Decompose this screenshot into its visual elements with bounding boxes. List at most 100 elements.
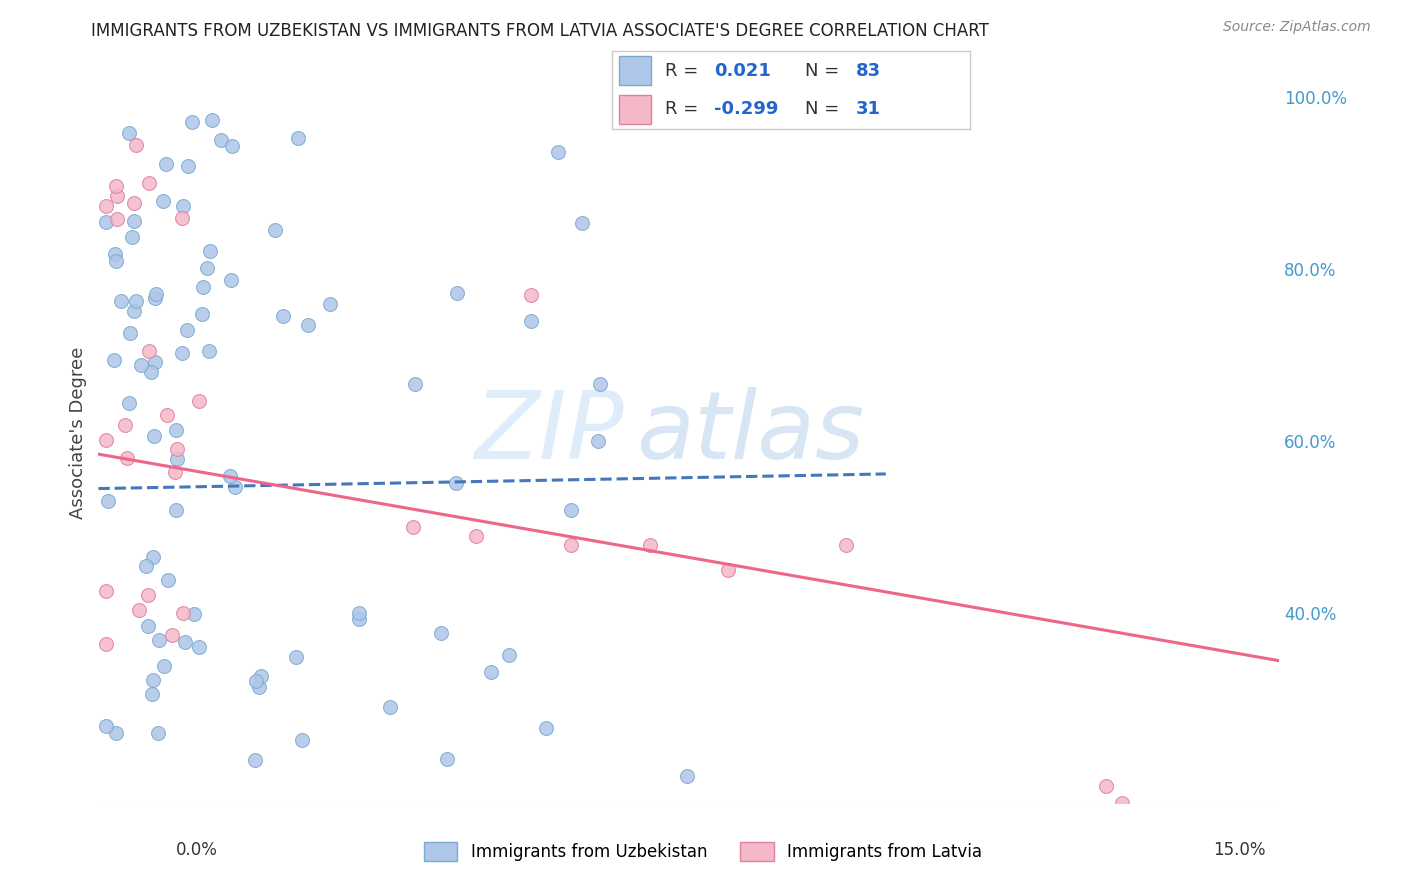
Point bbox=[174, 635, 197, 649]
Point bbox=[378, 700, 401, 714]
Point bbox=[172, 606, 194, 620]
Point bbox=[285, 649, 308, 664]
Point bbox=[166, 451, 188, 466]
Point bbox=[520, 288, 543, 302]
Point bbox=[122, 214, 145, 228]
Point bbox=[297, 318, 319, 333]
Point bbox=[191, 280, 214, 294]
Point bbox=[155, 157, 177, 171]
Text: IMMIGRANTS FROM UZBEKISTAN VS IMMIGRANTS FROM LATVIA ASSOCIATE'S DEGREE CORRELAT: IMMIGRANTS FROM UZBEKISTAN VS IMMIGRANTS… bbox=[91, 22, 990, 40]
Point bbox=[96, 433, 118, 447]
Point bbox=[560, 537, 582, 551]
Point bbox=[139, 365, 162, 379]
Point bbox=[138, 588, 160, 602]
Point bbox=[1095, 779, 1118, 793]
Point bbox=[145, 287, 167, 301]
Point bbox=[560, 503, 582, 517]
Point bbox=[121, 230, 143, 244]
Text: N =: N = bbox=[806, 62, 839, 80]
Text: 83: 83 bbox=[855, 62, 880, 80]
Point bbox=[444, 476, 467, 491]
Text: 0.021: 0.021 bbox=[714, 62, 770, 80]
Point bbox=[249, 669, 271, 683]
Point bbox=[183, 607, 205, 621]
Point bbox=[498, 648, 520, 662]
Point bbox=[166, 442, 188, 456]
Point bbox=[96, 199, 118, 213]
Point bbox=[224, 479, 246, 493]
Point bbox=[180, 115, 202, 129]
Point bbox=[105, 212, 128, 227]
Point bbox=[243, 753, 266, 767]
Point bbox=[96, 584, 118, 599]
Point bbox=[141, 687, 163, 701]
Point bbox=[191, 307, 214, 321]
Point bbox=[404, 376, 426, 391]
Point bbox=[465, 529, 488, 543]
Point bbox=[143, 292, 166, 306]
Point bbox=[247, 680, 270, 694]
Text: Source: ZipAtlas.com: Source: ZipAtlas.com bbox=[1223, 20, 1371, 34]
Point bbox=[436, 752, 458, 766]
Point bbox=[675, 769, 697, 783]
Point bbox=[103, 246, 125, 260]
Point bbox=[129, 358, 152, 372]
Point bbox=[534, 721, 557, 735]
Point bbox=[402, 520, 425, 534]
Point bbox=[105, 725, 128, 739]
Point bbox=[1111, 796, 1133, 810]
Point bbox=[589, 377, 612, 392]
Point bbox=[138, 344, 160, 359]
Legend: Immigrants from Uzbekistan, Immigrants from Latvia: Immigrants from Uzbekistan, Immigrants f… bbox=[418, 835, 988, 868]
Point bbox=[347, 606, 370, 620]
Point bbox=[96, 719, 118, 733]
Point bbox=[125, 138, 148, 153]
Point bbox=[172, 199, 194, 213]
Point bbox=[198, 244, 221, 258]
Point bbox=[152, 194, 174, 209]
Point bbox=[96, 214, 118, 228]
Text: 0.0%: 0.0% bbox=[176, 840, 218, 858]
Text: 15.0%: 15.0% bbox=[1213, 840, 1265, 858]
Text: R =: R = bbox=[665, 100, 699, 118]
Point bbox=[188, 640, 211, 655]
Point bbox=[138, 176, 160, 190]
Point bbox=[221, 139, 243, 153]
Point bbox=[188, 393, 211, 408]
Point bbox=[520, 314, 543, 328]
Point bbox=[118, 326, 141, 340]
Text: ZIP: ZIP bbox=[474, 387, 624, 478]
Text: R =: R = bbox=[665, 62, 699, 80]
Text: 31: 31 bbox=[855, 100, 880, 118]
Point bbox=[143, 355, 166, 369]
Point bbox=[160, 628, 183, 642]
Point bbox=[163, 466, 186, 480]
Text: -0.299: -0.299 bbox=[714, 100, 778, 118]
Text: N =: N = bbox=[806, 100, 839, 118]
Point bbox=[125, 294, 148, 309]
Point bbox=[291, 732, 314, 747]
Point bbox=[157, 573, 180, 587]
Point bbox=[271, 309, 294, 323]
Point bbox=[142, 550, 165, 565]
FancyBboxPatch shape bbox=[619, 95, 651, 124]
Point bbox=[136, 619, 159, 633]
Point bbox=[198, 344, 221, 359]
Point bbox=[219, 273, 242, 287]
Point bbox=[135, 558, 157, 573]
Point bbox=[156, 408, 179, 422]
Point bbox=[118, 396, 141, 410]
Point bbox=[172, 211, 194, 225]
Point bbox=[103, 353, 125, 368]
Point bbox=[177, 159, 200, 173]
Point bbox=[115, 450, 138, 465]
Point bbox=[586, 434, 609, 448]
Point bbox=[176, 323, 198, 337]
Point bbox=[347, 612, 370, 626]
Point bbox=[263, 223, 285, 237]
Point bbox=[571, 216, 593, 230]
Point bbox=[122, 303, 145, 318]
Point bbox=[96, 637, 118, 651]
Point bbox=[172, 346, 194, 360]
Point bbox=[835, 537, 858, 551]
